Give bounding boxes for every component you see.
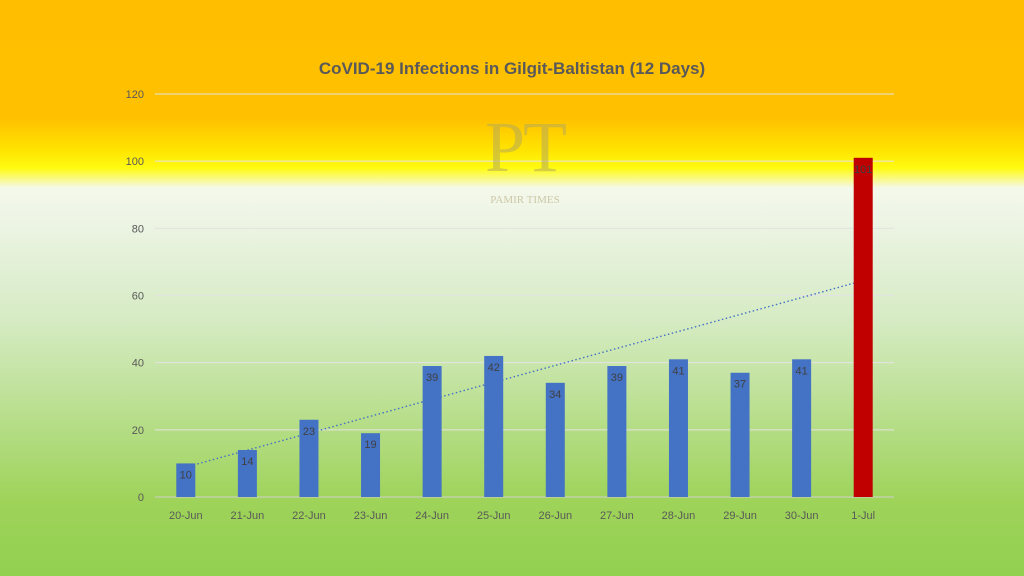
data-label: 39 [426, 372, 438, 384]
bars [176, 157, 873, 497]
bar-21-Jun [237, 449, 257, 497]
bar-25-Jun [484, 355, 504, 497]
x-tick-label: 1-Jul [851, 510, 875, 522]
y-tick-label: 60 [132, 291, 144, 303]
data-label: 23 [303, 426, 315, 438]
watermark-letters: PT [484, 107, 567, 187]
trendline [185, 279, 864, 468]
bar-22-Jun [299, 419, 319, 497]
x-tick-label: 20-Jun [169, 510, 203, 522]
y-tick-label: 80 [132, 223, 144, 235]
x-tick-label: 29-Jun [723, 510, 757, 522]
bar-28-Jun [668, 359, 688, 497]
data-label: 42 [488, 362, 500, 374]
watermark-logo: PT PAMIR TIMES [470, 104, 580, 208]
y-tick-label: 120 [126, 89, 144, 101]
data-label: 34 [549, 389, 561, 401]
bar-20-Jun [176, 463, 196, 497]
y-tick-label: 20 [132, 425, 144, 437]
bar-27-Jun [607, 366, 627, 497]
trendline-group [185, 279, 864, 468]
bar-26-Jun [545, 382, 565, 497]
bar-24-Jun [422, 366, 442, 497]
x-tick-label: 22-Jun [292, 510, 326, 522]
x-tick-label: 26-Jun [538, 510, 572, 522]
data-label: 41 [672, 365, 684, 377]
bar-23-Jun [361, 433, 381, 497]
data-label: 10 [180, 469, 192, 481]
data-label: 101 [854, 164, 872, 176]
y-tick-label: 0 [138, 492, 144, 504]
chart-title: CoVID-19 Infections in Gilgit-Baltistan … [319, 59, 705, 78]
data-label: 14 [241, 456, 253, 468]
data-label: 37 [734, 379, 746, 391]
x-tick-label: 28-Jun [662, 510, 696, 522]
x-tick-label: 27-Jun [600, 510, 634, 522]
data-label: 39 [611, 372, 623, 384]
watermark-name: PAMIR TIMES [490, 194, 560, 206]
data-labels: 10 14 23 19 39 42 34 39 41 37 41 101 [180, 164, 873, 482]
x-tick-label: 21-Jun [231, 510, 265, 522]
x-tick-label: 24-Jun [415, 510, 449, 522]
x-axis-ticks: 20-Jun 21-Jun 22-Jun 23-Jun 24-Jun 25-Jun 26-J… [169, 510, 875, 522]
y-axis-ticks: 0 20 40 60 80 100 120 [126, 89, 144, 504]
bar-29-Jun [730, 372, 750, 497]
data-label: 19 [364, 439, 376, 451]
bar-30-Jun [792, 359, 812, 497]
y-tick-label: 100 [126, 156, 144, 168]
data-label: 41 [796, 365, 808, 377]
bar-1-Jul [853, 157, 873, 497]
grid-lines [155, 93, 894, 498]
x-tick-label: 30-Jun [785, 510, 819, 522]
y-tick-label: 40 [132, 358, 144, 370]
x-tick-label: 25-Jun [477, 510, 511, 522]
x-tick-label: 23-Jun [354, 510, 388, 522]
